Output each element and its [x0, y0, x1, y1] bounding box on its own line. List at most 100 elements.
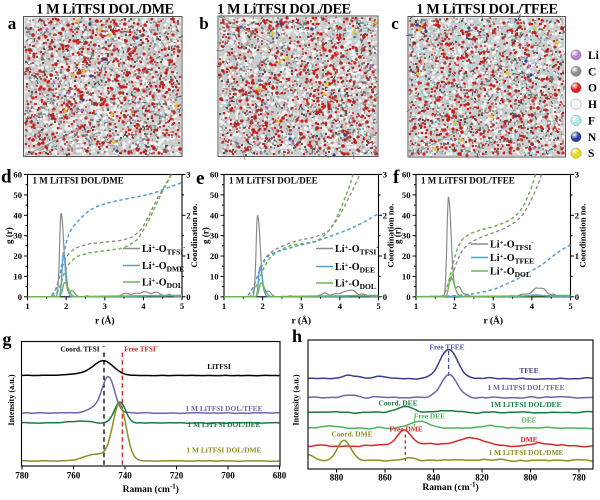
- svg-text:Li+-OTFSI-: Li+-OTFSI-: [142, 244, 185, 257]
- svg-text:1 M LiTFSI DOL/DME: 1 M LiTFSI DOL/DME: [187, 446, 262, 455]
- svg-text:10: 10: [13, 271, 22, 281]
- svg-text:1 M LiTFSI DOL/DME: 1 M LiTFSI DOL/DME: [489, 448, 564, 457]
- svg-text:760: 760: [67, 471, 81, 481]
- svg-text:DME: DME: [520, 435, 537, 444]
- svg-text:20: 20: [210, 251, 219, 261]
- svg-text:Free DME: Free DME: [389, 425, 422, 434]
- svg-text:–: –: [101, 344, 106, 350]
- svg-text:O: O: [588, 83, 597, 95]
- svg-text:3: 3: [186, 170, 190, 180]
- svg-text:40: 40: [402, 210, 411, 220]
- svg-text:2: 2: [64, 301, 68, 311]
- svg-text:Coord. TFSI: Coord. TFSI: [60, 346, 99, 354]
- svg-text:H: H: [588, 99, 597, 111]
- svg-text:30: 30: [13, 231, 22, 241]
- svg-text:20: 20: [402, 251, 411, 261]
- svg-text:Raman (cm-1): Raman (cm-1): [422, 481, 478, 494]
- svg-text:3: 3: [383, 170, 387, 180]
- svg-text:DEE: DEE: [521, 416, 536, 425]
- svg-text:Li: Li: [588, 50, 600, 62]
- svg-text:Li+-ODEE: Li+-ODEE: [335, 262, 375, 275]
- svg-text:1 M LiTFSI DOL/TFEE: 1 M LiTFSI DOL/TFEE: [488, 383, 565, 392]
- svg-text:1 M LiTFSI DOL/TFEE: 1 M LiTFSI DOL/TFEE: [416, 2, 557, 18]
- svg-text:Coordination no.: Coordination no.: [385, 204, 395, 268]
- svg-text:C: C: [588, 66, 596, 78]
- svg-text:1: 1: [222, 301, 226, 311]
- svg-text:3: 3: [299, 301, 303, 311]
- svg-text:30: 30: [210, 231, 219, 241]
- svg-text:Free TFSI: Free TFSI: [124, 346, 156, 354]
- svg-text:Li+-OTFSI-: Li+-OTFSI-: [490, 239, 533, 252]
- svg-text:740: 740: [118, 471, 132, 481]
- svg-text:Li+-ODOL: Li+-ODOL: [490, 266, 531, 279]
- svg-text:1 M LiTFSI DOL/DEE: 1 M LiTFSI DOL/DEE: [217, 2, 351, 18]
- svg-text:720: 720: [170, 471, 184, 481]
- svg-text:10: 10: [402, 271, 411, 281]
- svg-text:4: 4: [338, 301, 343, 311]
- svg-text:Li+-ODOL: Li+-ODOL: [142, 277, 183, 290]
- svg-text:Coordination no.: Coordination no.: [189, 204, 199, 268]
- svg-text:0: 0: [575, 292, 579, 302]
- svg-text:880: 880: [330, 473, 344, 483]
- svg-text:Raman (cm-1): Raman (cm-1): [123, 483, 179, 496]
- svg-text:TFEE: TFEE: [519, 366, 538, 375]
- svg-text:5: 5: [376, 301, 380, 311]
- svg-text:1M LiTFSI DOL/DEE: 1M LiTFSI DOL/DEE: [490, 400, 561, 409]
- svg-text:1: 1: [414, 301, 418, 311]
- svg-text:–: –: [155, 344, 160, 350]
- svg-text:Intensity (a.u.): Intensity (a.u.): [292, 374, 301, 425]
- svg-text:2: 2: [575, 210, 579, 220]
- svg-text:60: 60: [402, 170, 411, 180]
- svg-text:1: 1: [383, 251, 387, 261]
- svg-text:1 M LiTFSI DOL/TFEE: 1 M LiTFSI DOL/TFEE: [421, 176, 515, 186]
- svg-text:2: 2: [186, 210, 190, 220]
- svg-text:0: 0: [406, 292, 410, 302]
- svg-text:N: N: [588, 132, 597, 144]
- svg-text:2: 2: [383, 210, 387, 220]
- svg-text:g (r): g (r): [201, 227, 211, 244]
- svg-text:e: e: [196, 168, 204, 189]
- svg-text:LiTFSI: LiTFSI: [207, 362, 231, 371]
- svg-text:g (r): g (r): [4, 227, 14, 244]
- svg-text:h: h: [292, 326, 302, 346]
- svg-text:S: S: [588, 148, 594, 160]
- svg-text:b: b: [199, 14, 208, 33]
- svg-text:2: 2: [260, 301, 264, 311]
- svg-text:2: 2: [452, 301, 456, 311]
- svg-text:50: 50: [13, 190, 22, 200]
- svg-text:Li+-OTFSI-: Li+-OTFSI-: [335, 244, 378, 257]
- svg-text:1 M LiTFSI DOL/DEE: 1 M LiTFSI DOL/DEE: [229, 176, 318, 186]
- svg-text:1 M LiTFSI DOL/DME: 1 M LiTFSI DOL/DME: [33, 176, 124, 186]
- svg-text:840: 840: [427, 473, 441, 483]
- svg-text:Li+-OTFEE: Li+-OTFEE: [490, 253, 534, 266]
- svg-text:3: 3: [491, 301, 495, 311]
- svg-text:4: 4: [530, 301, 535, 311]
- svg-text:g: g: [3, 329, 12, 349]
- svg-text:d: d: [1, 167, 12, 188]
- svg-text:60: 60: [13, 170, 22, 180]
- svg-text:860: 860: [378, 473, 392, 483]
- svg-text:820: 820: [475, 473, 489, 483]
- svg-text:Coord. DEE: Coord. DEE: [378, 399, 417, 408]
- svg-text:40: 40: [210, 210, 219, 220]
- svg-text:5: 5: [568, 301, 572, 311]
- svg-text:0: 0: [186, 292, 190, 302]
- svg-text:4: 4: [141, 301, 146, 311]
- svg-text:r (Å): r (Å): [95, 314, 115, 326]
- svg-text:1 M LiTFSI DOL/DME: 1 M LiTFSI DOL/DME: [36, 2, 174, 18]
- svg-text:700: 700: [221, 471, 235, 481]
- svg-text:60: 60: [210, 170, 219, 180]
- svg-text:Li+-ODOL: Li+-ODOL: [335, 278, 376, 291]
- svg-text:1 M LiTFSI DOL/DEE: 1 M LiTFSI DOL/DEE: [188, 420, 261, 429]
- svg-text:c: c: [391, 14, 399, 33]
- svg-text:1 M LiTFSI DOL/TFEE: 1 M LiTFSI DOL/TFEE: [186, 404, 263, 413]
- svg-text:5: 5: [180, 301, 184, 311]
- svg-text:r (Å): r (Å): [291, 314, 311, 326]
- svg-text:Intensity (a.u.): Intensity (a.u.): [7, 374, 16, 425]
- svg-text:50: 50: [402, 190, 411, 200]
- svg-text:780: 780: [572, 473, 586, 483]
- svg-text:Coordination no.: Coordination no.: [577, 204, 587, 268]
- svg-text:a: a: [8, 14, 17, 33]
- svg-text:1: 1: [186, 251, 190, 261]
- svg-text:780: 780: [15, 471, 29, 481]
